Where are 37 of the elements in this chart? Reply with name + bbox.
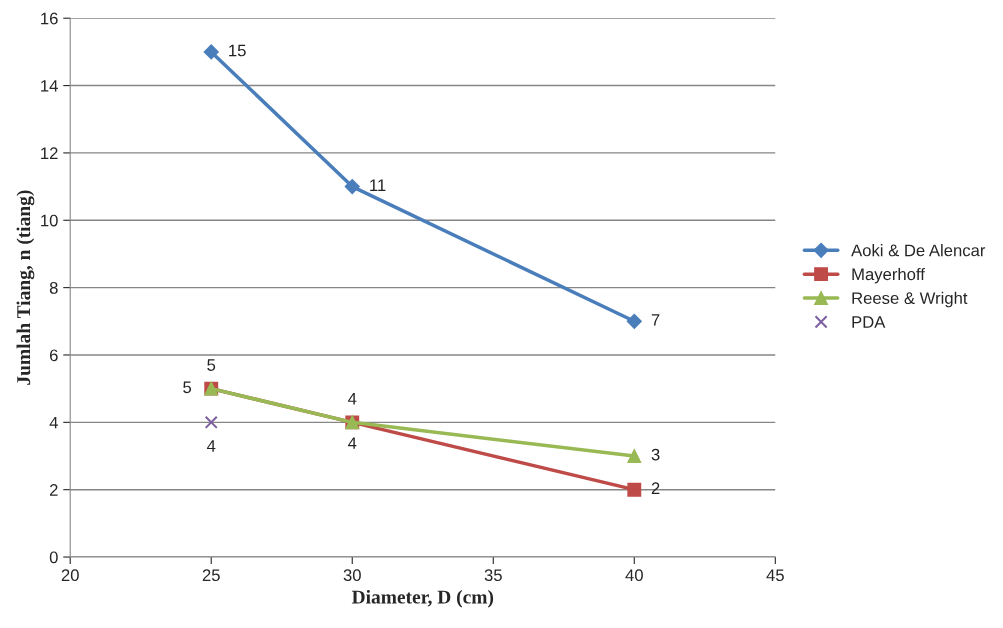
data-label: 11 (370, 179, 386, 191)
x-tick-label: 35 (484, 569, 502, 582)
point (626, 313, 642, 329)
legend-label: Reese & Wright (852, 291, 968, 308)
point (627, 482, 642, 497)
x-tick-label: 20 (61, 569, 79, 582)
legend-label: Mayerhoff (852, 267, 925, 284)
x-tick-label: 45 (766, 569, 784, 582)
data-label: 4 (348, 392, 357, 405)
data-label: 7 (651, 314, 660, 326)
data-label: 5 (207, 359, 216, 371)
data-label: 5 (183, 381, 192, 394)
legend-label: Aoki & De Alencar (851, 244, 986, 257)
data-label: 3 (651, 448, 660, 461)
point (204, 415, 218, 429)
y-tick-label: 12 (41, 147, 58, 159)
point (203, 44, 219, 60)
y-axis-title: Jumlah Tiang, n (tiang) (16, 190, 35, 385)
y-tick-label: 14 (41, 80, 58, 92)
point (627, 449, 642, 463)
data-label: 15 (229, 44, 246, 57)
legend-label: PDA (852, 316, 886, 328)
x-tick-label: 25 (202, 569, 220, 582)
y-tick-label: 2 (49, 484, 58, 496)
x-tick-label: 40 (625, 569, 643, 582)
data-label: 4 (206, 440, 216, 452)
x-axis-title: Diameter, D (cm) (351, 589, 494, 608)
y-tick-label: 8 (49, 282, 58, 294)
x-tick-label: 30 (343, 569, 361, 582)
data-label: 2 (651, 482, 660, 494)
y-tick-label: 0 (49, 551, 58, 564)
y-tick-label: 16 (41, 12, 58, 25)
y-tick-label: 4 (49, 416, 58, 429)
y-tick-label: 6 (49, 349, 58, 362)
y-tick-label: 10 (41, 214, 58, 227)
point (344, 179, 360, 195)
data-label: 4 (348, 437, 357, 449)
